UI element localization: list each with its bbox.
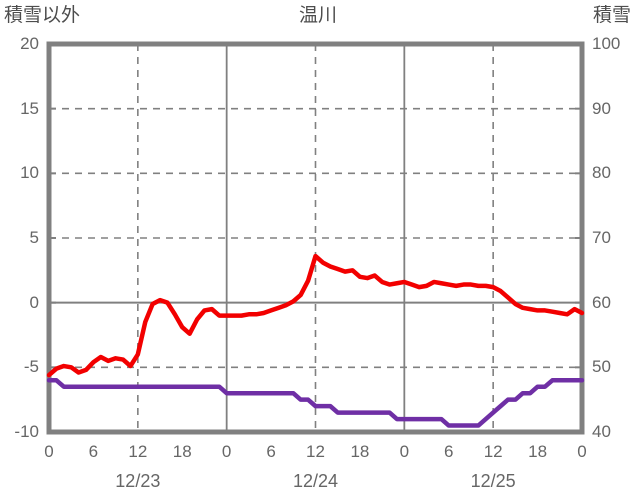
x-tick-label: 0 [221,442,232,461]
y-tick-label-left: -5 [23,357,39,377]
x-tick-label: 0 [399,442,410,461]
y-tick-label-right: 50 [592,357,611,377]
y-tick-label-left: 5 [29,228,39,247]
chart-title: 温川 [298,5,337,26]
x-tick-label: 12 [128,442,148,461]
x-tick-label: 12 [306,442,325,461]
x-tick-label: 6 [266,442,276,461]
y-tick-label-right: 100 [592,34,621,53]
left-axis-title: 積雪以外 [4,5,81,26]
y-tick-label-right: 90 [592,98,611,118]
x-axis-day-label: 12/25 [470,471,516,491]
y-tick-label-right: 80 [592,163,611,183]
y-tick-label-right: 40 [592,422,611,441]
x-tick-label: 0 [577,442,587,461]
x-tick-label: 0 [44,442,54,461]
x-tick-label: 18 [528,442,548,461]
y-tick-label-left: 20 [20,34,39,53]
x-tick-label: 6 [88,442,99,461]
x-tick-label: 18 [172,442,192,461]
y-tick-label-left: 10 [20,163,39,183]
x-tick-label: 6 [444,442,454,461]
y-tick-label-left: 15 [20,98,39,118]
gridlines [49,44,582,432]
x-axis-day-label: 12/24 [292,471,339,491]
series-line-snow-depth [46,378,585,428]
x-tick-label: 18 [350,442,370,461]
x-axis-day-label: 12/23 [115,471,161,491]
y-tick-label-left: -10 [14,422,39,441]
data-series [46,253,585,428]
right-axis-title: 積雪 [592,5,631,26]
y-tick-label-left: 0 [29,292,39,312]
y-tick-label-right: 70 [592,228,611,247]
x-tick-label: 12 [483,442,503,461]
series-line-temperature [46,253,585,378]
y-tick-label-right: 60 [592,292,611,312]
